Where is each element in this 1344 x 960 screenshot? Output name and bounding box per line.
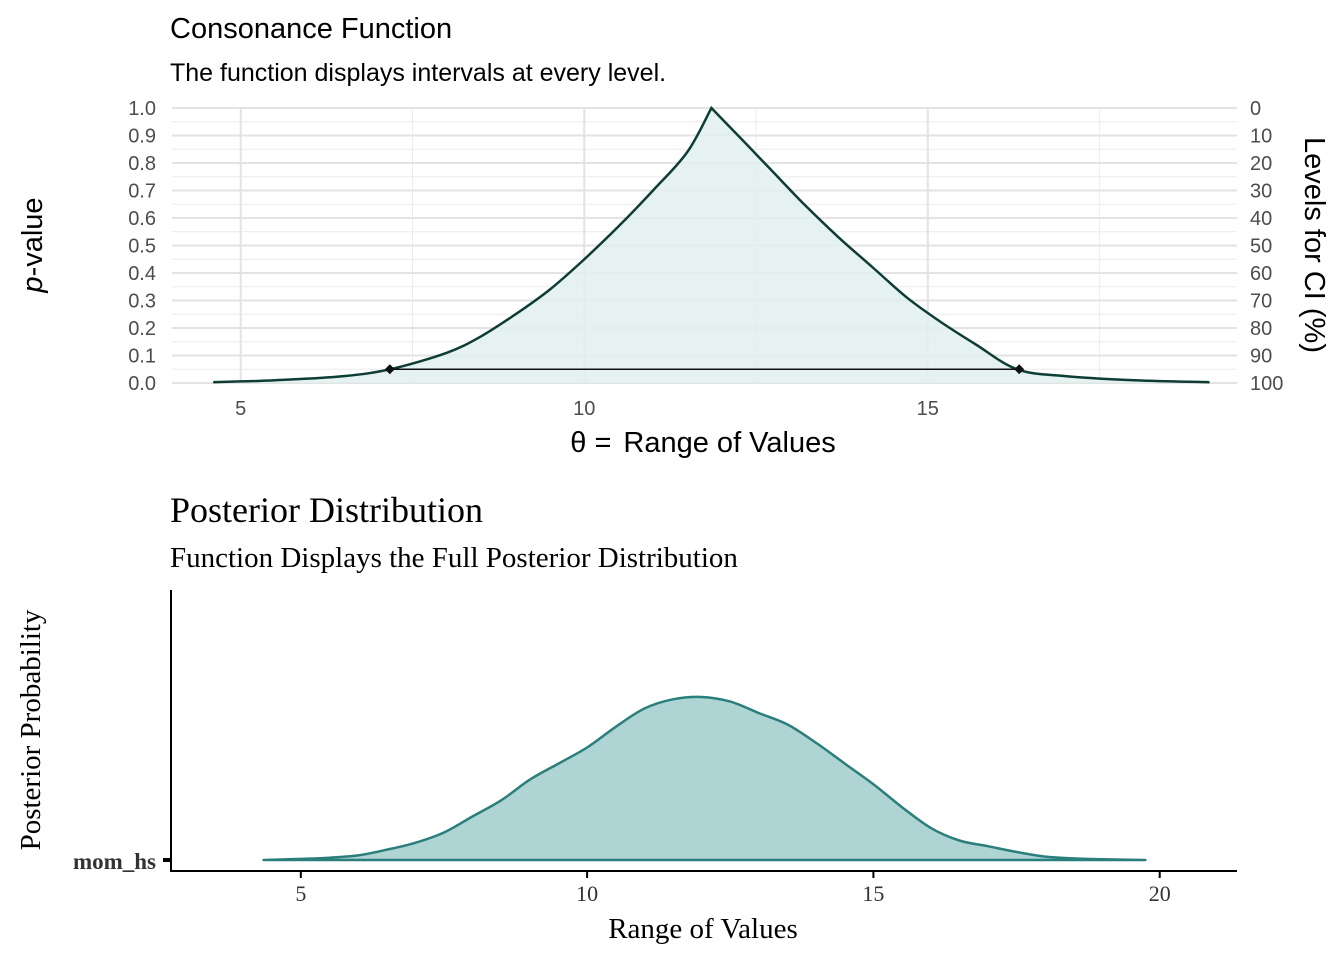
posterior-panel: Posterior Distribution Function Displays… — [15, 490, 1237, 945]
y-tick-label: 0.9 — [128, 126, 156, 148]
posterior-x-ticks: 5 10 15 20 — [295, 871, 1171, 906]
y-tick-label: 1.0 — [128, 98, 156, 120]
x-tick-label: 15 — [862, 881, 884, 906]
theta-symbol: θ = — [570, 427, 611, 459]
x-tick-label: 5 — [295, 881, 306, 906]
consonance-area — [213, 108, 1210, 383]
consonance-y-ticks: 0.0 0.1 0.2 0.3 0.4 0.5 0.6 0.7 0.8 0.9 1.0 — [128, 98, 156, 395]
x-tick-label: 10 — [576, 881, 598, 906]
posterior-subtitle: Function Displays the Full Posterior Dis… — [170, 542, 738, 574]
y2-tick-label: 10 — [1250, 126, 1272, 148]
y2-tick-label: 100 — [1250, 373, 1283, 395]
posterior-x-axis-label: Range of Values — [608, 913, 798, 945]
y2-tick-label: 60 — [1250, 263, 1272, 285]
consonance-x-axis-label: θ = Range of Values — [570, 427, 835, 459]
y-tick-label: 0.5 — [128, 236, 156, 258]
y2-tick-label: 80 — [1250, 318, 1272, 340]
y2-tick-label: 0 — [1250, 98, 1261, 120]
x-tick-label: 15 — [917, 398, 939, 420]
posterior-title: Posterior Distribution — [170, 490, 483, 530]
category-label: mom_hs — [73, 849, 156, 874]
posterior-area — [263, 696, 1146, 860]
consonance-x-ticks: 5 10 15 — [235, 398, 939, 420]
y2-tick-label: 50 — [1250, 236, 1272, 258]
consonance-title: Consonance Function — [170, 13, 452, 45]
y-tick-label: 0.7 — [128, 181, 156, 203]
x-tick-label: 10 — [573, 398, 595, 420]
y-axis-label-rest: -value — [17, 197, 49, 276]
y-tick-label: 0.0 — [128, 373, 156, 395]
x-axis-label-text: Range of Values — [623, 427, 835, 459]
y-tick-label: 0.4 — [128, 263, 156, 285]
y2-tick-label: 90 — [1250, 346, 1272, 368]
consonance-y2-axis-label: Levels for CI (%) — [1298, 137, 1330, 353]
y-tick-label: 0.6 — [128, 208, 156, 230]
consonance-subtitle: The function displays intervals at every… — [170, 59, 666, 87]
consonance-y-axis-label: p-value — [17, 197, 49, 293]
y2-tick-label: 20 — [1250, 153, 1272, 175]
interval-lower-point — [384, 364, 395, 375]
posterior-y-axis-label: Posterior Probability — [15, 609, 47, 850]
y2-tick-label: 30 — [1250, 181, 1272, 203]
consonance-panel: Consonance Function The function display… — [17, 13, 1330, 459]
y2-tick-label: 70 — [1250, 291, 1272, 313]
y-axis-label-italic: p — [17, 276, 49, 293]
y-tick-label: 0.1 — [128, 346, 156, 368]
y-tick-label: 0.8 — [128, 153, 156, 175]
x-tick-label: 20 — [1149, 881, 1171, 906]
x-tick-label: 5 — [235, 398, 246, 420]
y-tick-label: 0.2 — [128, 318, 156, 340]
y-tick-label: 0.3 — [128, 291, 156, 313]
consonance-curve — [213, 105, 1210, 384]
y2-tick-label: 40 — [1250, 208, 1272, 230]
posterior-curve — [262, 695, 1147, 862]
interval-upper-point — [1014, 364, 1025, 375]
